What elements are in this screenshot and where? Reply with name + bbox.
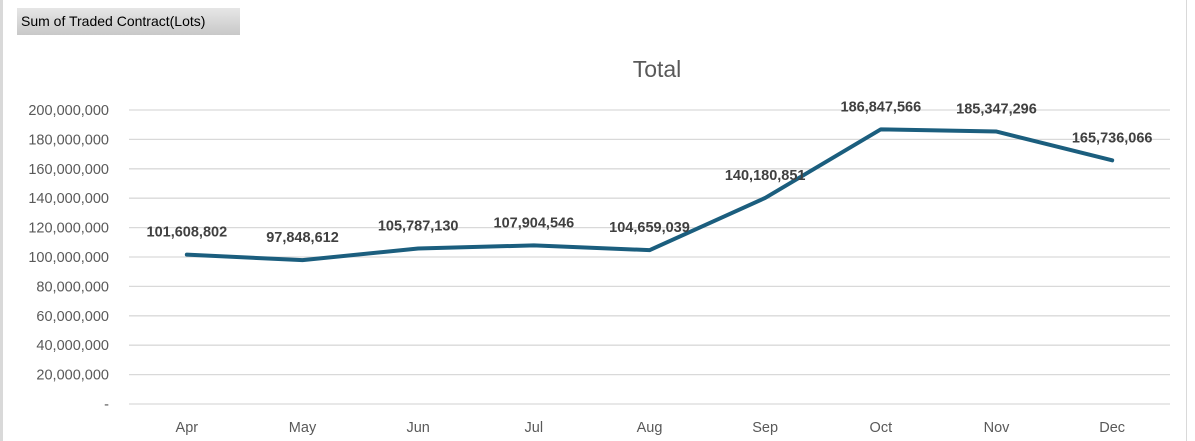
y-tick-label: 140,000,000 [28,191,109,207]
data-label: 101,608,802 [147,225,228,241]
chart-title: Total [633,56,682,82]
data-label: 105,787,130 [378,218,459,234]
x-tick-label: Apr [176,420,199,436]
y-tick-label: 20,000,000 [36,368,109,384]
y-tick-label: 180,000,000 [28,132,109,148]
chart-right-border [1186,0,1187,441]
y-tick-label: 120,000,000 [28,221,109,237]
pivot-field-button[interactable]: Sum of Traded Contract(Lots) [17,8,240,35]
y-tick-label: 40,000,000 [36,338,109,354]
y-tick-label: - [104,397,109,413]
data-label: 107,904,546 [494,215,575,231]
y-tick-label: 80,000,000 [36,279,109,295]
window-left-border [0,0,3,441]
y-tick-label: 60,000,000 [36,309,109,325]
data-label: 186,847,566 [841,99,922,115]
x-tick-label: Jul [525,420,544,436]
y-tick-label: 160,000,000 [28,162,109,178]
y-tick-label: 100,000,000 [28,250,109,266]
x-tick-label: May [289,420,317,436]
data-label: 185,347,296 [956,102,1037,118]
x-tick-label: Aug [637,420,663,436]
data-label: 104,659,039 [609,220,690,236]
data-label: 140,180,851 [725,168,806,184]
x-tick-label: Oct [870,420,893,436]
x-tick-label: Sep [752,420,778,436]
data-label: 97,848,612 [266,230,339,246]
x-tick-label: Jun [406,420,429,436]
x-tick-label: Dec [1099,420,1125,436]
data-label: 165,736,066 [1072,130,1153,146]
x-tick-label: Nov [984,420,1011,436]
y-tick-label: 200,000,000 [28,103,109,119]
